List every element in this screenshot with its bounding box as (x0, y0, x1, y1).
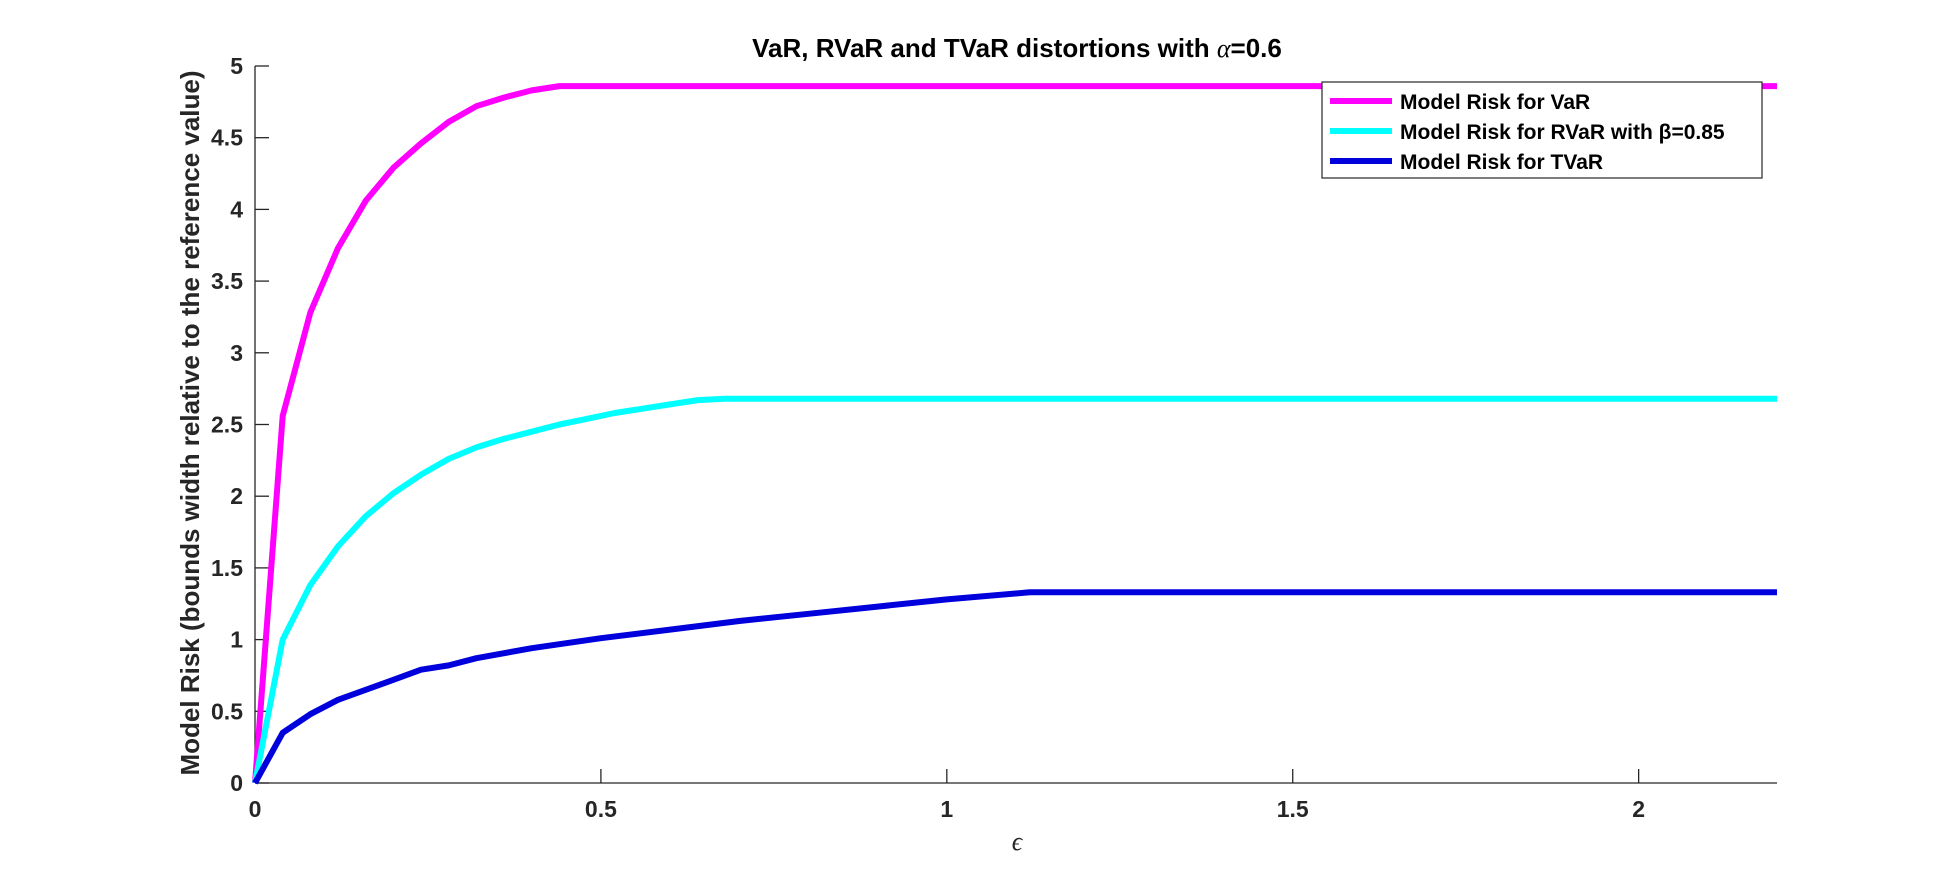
y-tick-label: 4 (230, 196, 243, 222)
chart-title-suffix: =0.6 (1231, 33, 1282, 63)
x-tick-label: 1 (940, 796, 953, 822)
x-tick-label: 0.5 (585, 796, 617, 822)
y-tick-label: 5 (230, 53, 243, 79)
y-tick-label: 1.5 (211, 555, 243, 581)
chart-title-symbol: α (1217, 34, 1232, 63)
y-tick-label: 1 (230, 627, 243, 653)
x-tick-label: 1.5 (1277, 796, 1309, 822)
y-tick-label: 0 (230, 770, 243, 796)
y-tick-label: 2 (230, 483, 243, 509)
series-line-2 (252, 395, 1777, 784)
y-tick-label: 3.5 (211, 268, 243, 294)
series-line-3 (252, 589, 1777, 785)
chart-title: VaR, RVaR and TVaR distortions with α=0.… (752, 33, 1282, 63)
series-lines (252, 83, 1777, 785)
y-axis-label: Model Risk (bounds width relative to the… (175, 70, 205, 775)
legend-box (1321, 81, 1763, 179)
y-tick-label: 0.5 (211, 698, 243, 724)
legend-label-1: Model Risk for VaR (1400, 91, 1590, 114)
y-tick-label: 2.5 (211, 412, 243, 438)
y-tick-label: 4.5 (211, 125, 243, 151)
legend: Model Risk for VaR Model Risk for RVaR wi… (1321, 81, 1763, 179)
series-line-1 (252, 83, 1777, 784)
x-tick-label: 2 (1632, 796, 1645, 822)
legend-items: Model Risk for VaR Model Risk for RVaR wi… (1330, 91, 1725, 174)
x-axis-label: ϵ (1012, 827, 1024, 856)
y-tick-label: 3 (230, 340, 243, 366)
chart-title-prefix: VaR, RVaR and TVaR distortions with (752, 33, 1217, 63)
legend-label-2: Model Risk for RVaR with β=0.85 (1400, 121, 1725, 144)
axes: 0 0.5 1 1.5 2 2.5 3 3.5 4 4.5 5 0 0.5 1 1.5 2 (211, 53, 1777, 822)
legend-label-3: Model Risk for TVaR (1400, 151, 1603, 174)
x-tick-label: 0 (249, 796, 262, 822)
